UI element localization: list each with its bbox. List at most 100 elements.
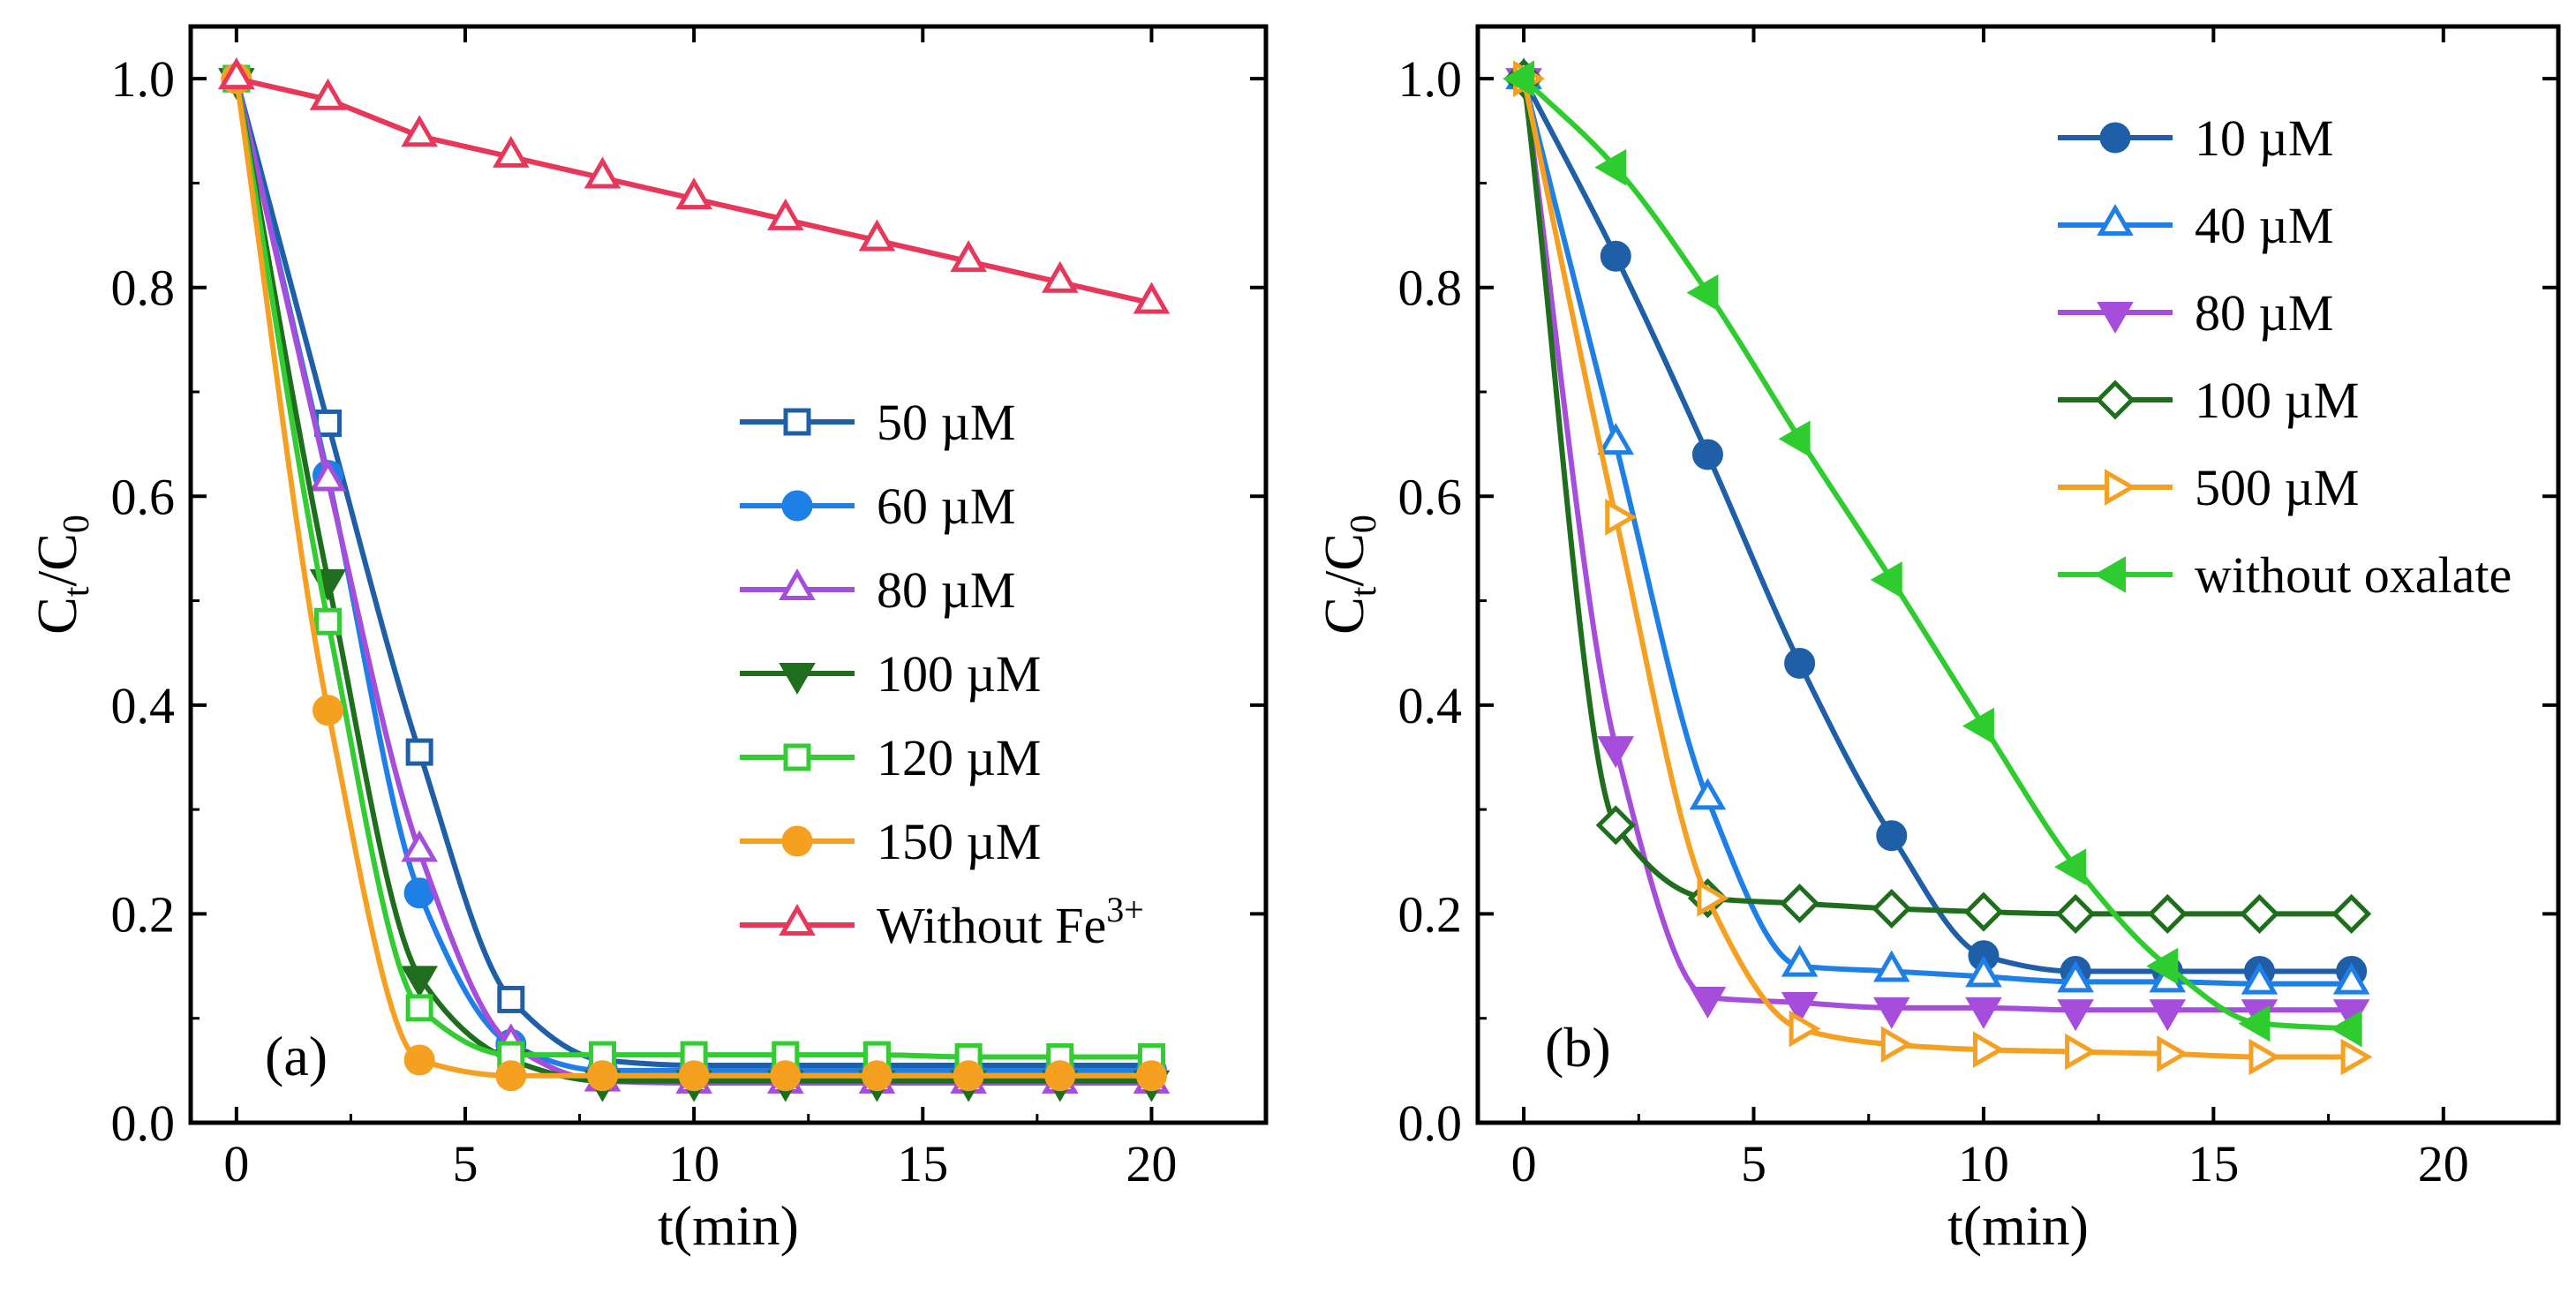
data-point bbox=[1595, 805, 1636, 846]
panel-label: (b) bbox=[1545, 1016, 1611, 1079]
legend: 50 µM 60 µM 80 µM 100 µM 120 µM 150 µM Without… bbox=[740, 394, 1144, 954]
data-point bbox=[2332, 962, 2370, 995]
data-point bbox=[2241, 962, 2278, 995]
legend-label: 100 µM bbox=[2195, 372, 2360, 429]
data-point bbox=[1135, 1060, 1167, 1092]
data-point bbox=[858, 219, 896, 252]
data-point bbox=[2054, 848, 2087, 885]
legend-item: 50 µM bbox=[740, 394, 1016, 451]
data-point bbox=[2248, 1038, 2281, 1076]
data-point bbox=[401, 830, 438, 862]
data-point bbox=[861, 1060, 893, 1092]
data-point bbox=[1965, 955, 2002, 988]
data-point bbox=[1697, 879, 1729, 917]
x-tick-label: 20 bbox=[1126, 1135, 1177, 1192]
data-point bbox=[1965, 996, 2002, 1029]
data-point bbox=[2340, 1038, 2373, 1076]
data-point bbox=[770, 1060, 802, 1092]
legend-label: without oxalate bbox=[2195, 546, 2512, 604]
y-axis-label: Ct/C0 bbox=[1313, 515, 1384, 635]
legend-label: 500 µM bbox=[2195, 459, 2360, 516]
data-point bbox=[767, 198, 804, 230]
legend-label: 120 µM bbox=[877, 729, 1042, 786]
legend-marker bbox=[2093, 556, 2126, 593]
legend-marker bbox=[781, 490, 813, 522]
data-point bbox=[1133, 282, 1171, 314]
data-point bbox=[1876, 820, 1908, 852]
data-point bbox=[1594, 148, 1627, 186]
data-point bbox=[1691, 439, 1723, 470]
legend-item: 100 µM bbox=[740, 645, 1042, 703]
legend-label: 10 µM bbox=[2195, 109, 2334, 167]
data-point bbox=[2157, 1035, 2189, 1072]
data-point bbox=[1689, 987, 1727, 1019]
series-line bbox=[1521, 78, 2352, 1013]
legend-item: 100 µM bbox=[2058, 372, 2360, 429]
data-point bbox=[1789, 1010, 1821, 1048]
y-axis-label: Ct/C0 bbox=[26, 515, 97, 635]
y-tick-label: 1.0 bbox=[1398, 50, 1463, 108]
x-tick-label: 5 bbox=[1741, 1135, 1766, 1192]
legend-marker bbox=[2099, 122, 2131, 154]
series-line bbox=[1522, 76, 2352, 1032]
legend-item: 40 µM bbox=[2058, 197, 2334, 254]
legend-item: 60 µM bbox=[740, 478, 1016, 535]
legend-item: without oxalate bbox=[2058, 546, 2512, 604]
x-tick-label: 0 bbox=[1511, 1135, 1537, 1192]
x-tick-label: 20 bbox=[2418, 1135, 2469, 1192]
data-point bbox=[1778, 420, 1811, 458]
data-point bbox=[1870, 561, 1902, 598]
y-tick-label: 0.4 bbox=[1398, 677, 1463, 734]
data-point bbox=[675, 177, 712, 210]
series-6 bbox=[218, 57, 1171, 314]
series-5 bbox=[1503, 60, 2362, 1048]
data-point bbox=[495, 1060, 527, 1092]
data-point bbox=[405, 994, 433, 1022]
data-point bbox=[493, 135, 530, 168]
x-axis-label: t(min) bbox=[1947, 1194, 2089, 1257]
y-tick-label: 0.2 bbox=[1398, 885, 1463, 943]
data-point bbox=[313, 607, 342, 635]
data-point bbox=[2146, 947, 2179, 985]
series-5 bbox=[221, 63, 1167, 1092]
legend-item: 120 µM bbox=[740, 729, 1042, 786]
series-2 bbox=[1505, 68, 2370, 1032]
data-point bbox=[403, 1044, 435, 1076]
data-point bbox=[2330, 1010, 2362, 1048]
data-point bbox=[1872, 888, 1912, 929]
data-point bbox=[405, 738, 433, 766]
plot-frame bbox=[1475, 24, 2561, 1125]
legend-marker bbox=[779, 663, 816, 696]
data-point bbox=[1689, 778, 1727, 810]
data-point bbox=[1780, 884, 1820, 924]
data-point bbox=[312, 695, 343, 726]
data-point bbox=[401, 115, 438, 147]
data-point bbox=[2331, 893, 2372, 934]
legend-marker bbox=[779, 903, 816, 936]
data-point bbox=[497, 985, 525, 1013]
data-point bbox=[218, 57, 255, 90]
data-point bbox=[678, 1060, 710, 1092]
y-tick-label: 0.6 bbox=[1398, 468, 1463, 525]
legend-item: 500 µM bbox=[2058, 459, 2360, 516]
legend-label: 50 µM bbox=[877, 394, 1016, 451]
x-tick-label: 10 bbox=[1958, 1135, 2009, 1192]
plot-frame bbox=[188, 24, 1269, 1125]
data-point bbox=[1605, 499, 1638, 536]
legend-marker bbox=[781, 825, 813, 857]
data-point bbox=[1781, 944, 1819, 977]
y-tick-label: 0.0 bbox=[111, 1094, 176, 1152]
data-point bbox=[2239, 893, 2279, 934]
data-point bbox=[309, 78, 347, 110]
data-point bbox=[401, 966, 438, 998]
data-point bbox=[950, 240, 987, 273]
x-axis-label: t(min) bbox=[658, 1194, 799, 1257]
data-point bbox=[2149, 999, 2187, 1032]
y-tick-label: 0.0 bbox=[1398, 1094, 1463, 1152]
legend-marker bbox=[779, 568, 816, 600]
legend-marker bbox=[2095, 380, 2135, 420]
legend-label: 40 µM bbox=[2195, 197, 2334, 254]
series-4 bbox=[1513, 60, 2373, 1076]
data-point bbox=[586, 1060, 618, 1092]
data-point bbox=[1963, 891, 2004, 932]
